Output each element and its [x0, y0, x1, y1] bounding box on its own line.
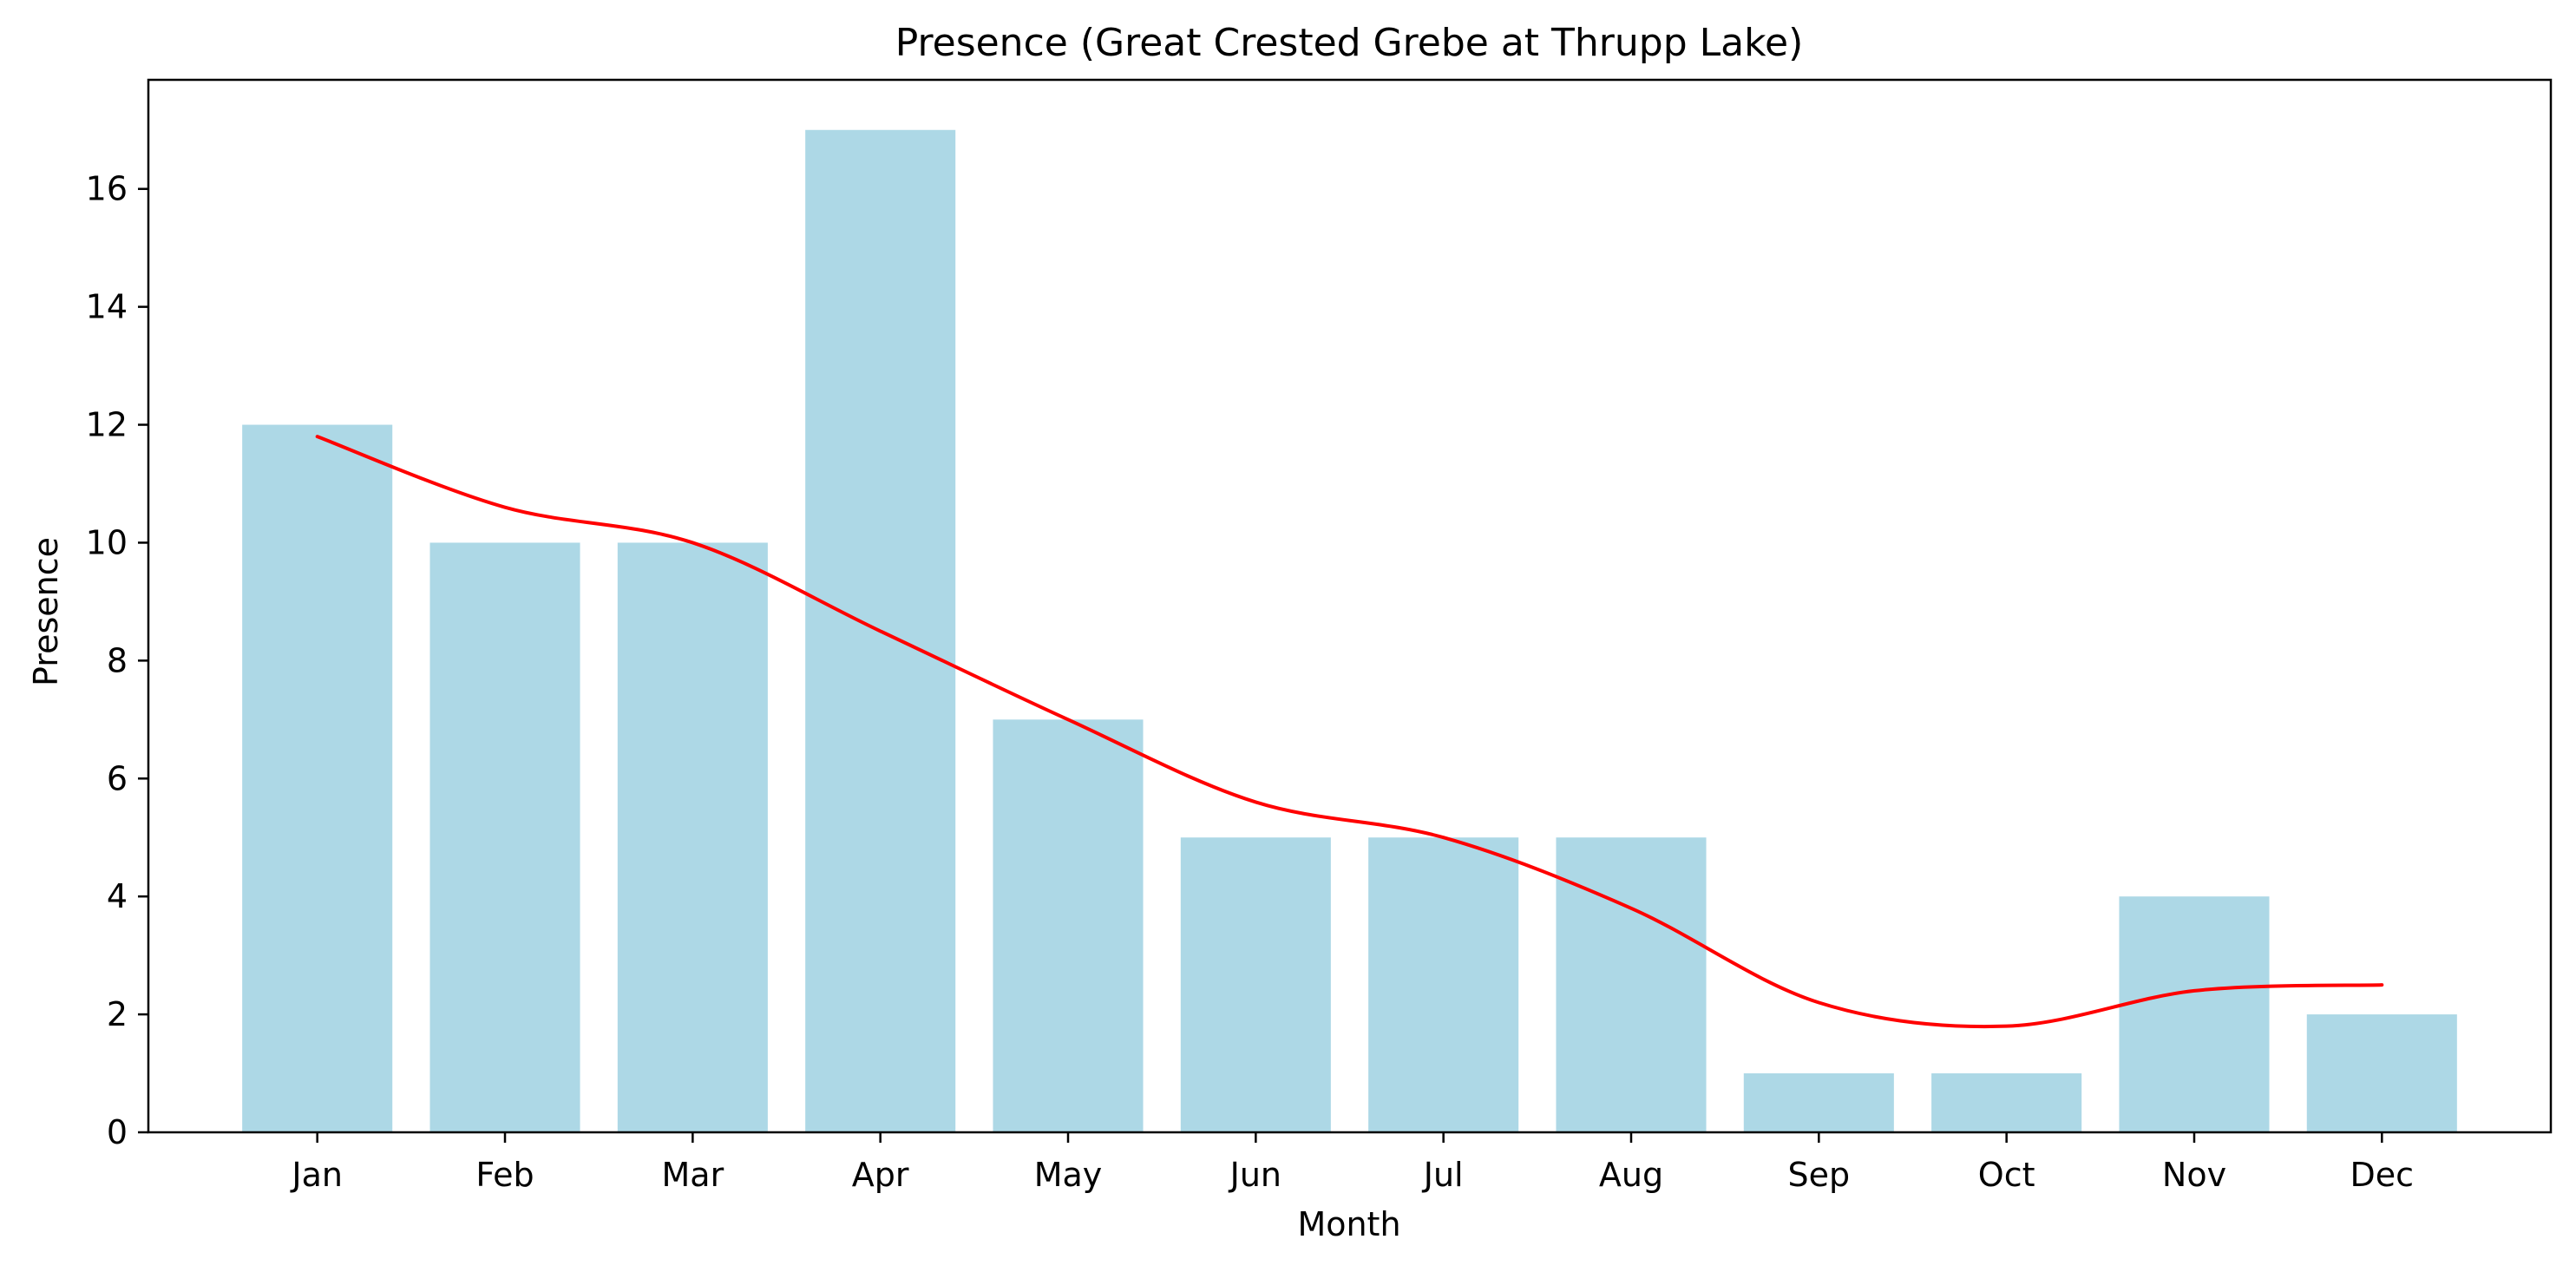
bar-mar — [617, 542, 768, 1132]
x-axis-label: Month — [1297, 1205, 1400, 1243]
y-tick-label: 8 — [107, 641, 128, 679]
x-tick-label: Sep — [1788, 1156, 1851, 1194]
y-tick-label: 4 — [107, 877, 128, 915]
x-tick-label: Mar — [662, 1156, 724, 1194]
bar-jul — [1368, 837, 1519, 1132]
x-tick-label: May — [1034, 1156, 1103, 1194]
y-tick-label: 2 — [107, 995, 128, 1033]
x-tick-label: Feb — [475, 1156, 534, 1194]
y-tick-label: 12 — [86, 406, 128, 444]
bar-nov — [2119, 896, 2270, 1132]
plot-frame — [147, 78, 2553, 1134]
y-tick-label: 16 — [86, 170, 128, 208]
bar-feb — [429, 542, 580, 1132]
bar-sep — [1743, 1073, 1894, 1132]
x-axis: Jan Feb Mar Apr May Jun Jul Aug Sep Oct Nov Dec — [290, 1132, 2414, 1194]
x-tick-label: Nov — [2162, 1156, 2226, 1194]
x-tick-label: Aug — [1599, 1156, 1663, 1194]
bar-jan — [242, 424, 393, 1132]
x-tick-label: Dec — [2350, 1156, 2415, 1194]
trend-line — [315, 435, 2384, 1029]
y-tick-label: 14 — [86, 288, 128, 326]
x-tick-label: Jul — [1422, 1156, 1464, 1194]
bars-group — [242, 129, 2457, 1132]
y-tick-label: 10 — [86, 523, 128, 561]
y-tick-label: 6 — [107, 759, 128, 797]
chart-title: Presence (Great Crested Grebe at Thrupp … — [895, 21, 1804, 65]
y-axis: 0 2 4 6 8 10 12 14 16 — [86, 170, 148, 1151]
x-tick-label: Oct — [1978, 1156, 2035, 1194]
bar-may — [993, 719, 1144, 1132]
x-tick-label: Jan — [290, 1156, 343, 1194]
y-axis-label: Presence — [27, 537, 65, 686]
x-tick-label: Jun — [1229, 1156, 1281, 1194]
bar-dec — [2306, 1014, 2457, 1132]
bar-aug — [1556, 837, 1707, 1132]
bar-jun — [1180, 837, 1331, 1132]
y-tick-label: 0 — [107, 1113, 128, 1151]
x-tick-label: Apr — [852, 1156, 909, 1194]
bar-oct — [1931, 1073, 2082, 1132]
